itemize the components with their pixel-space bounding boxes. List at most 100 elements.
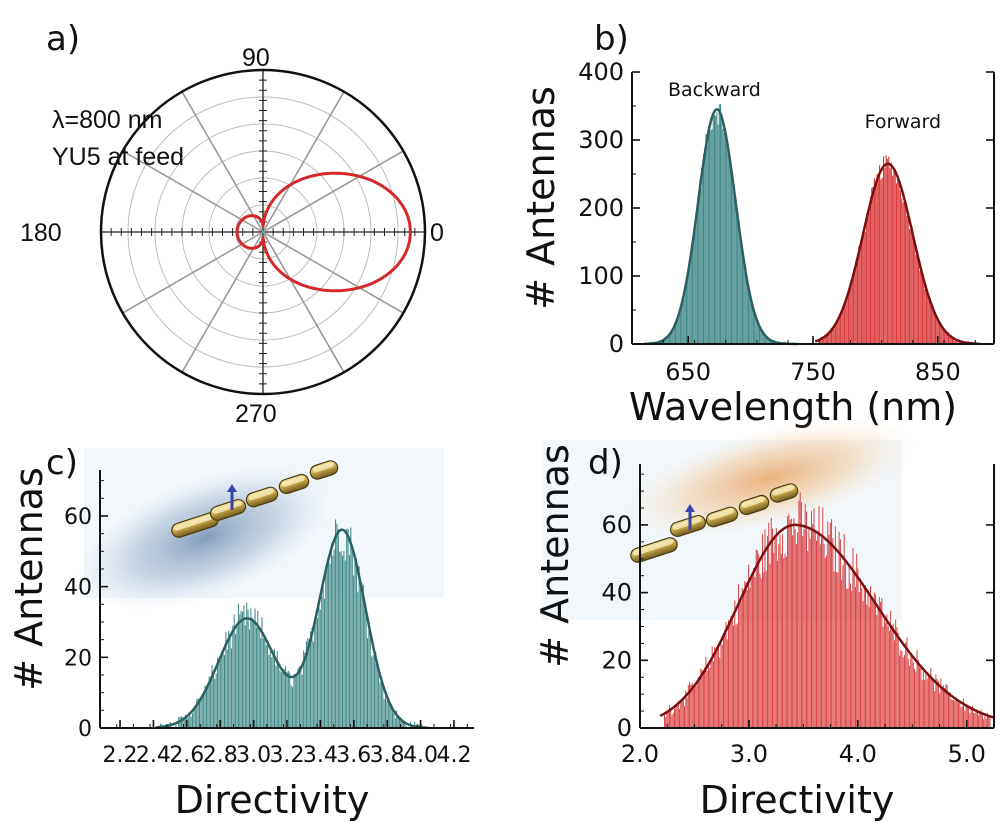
- histogram-bar: [911, 226, 913, 344]
- histogram-bar: [866, 604, 868, 728]
- y-tick-label: 0: [78, 717, 92, 742]
- histogram-bar: [725, 622, 727, 728]
- histogram-bar: [223, 655, 226, 728]
- histogram-bar: [771, 341, 773, 344]
- x-tick-label: 3.4: [303, 743, 338, 768]
- histogram-bar: [373, 651, 375, 728]
- antenna-highlight: [281, 476, 305, 487]
- histogram-bar: [665, 717, 667, 728]
- histogram-bar: [400, 717, 402, 728]
- histogram-bar: [980, 709, 982, 728]
- histogram-bar: [894, 169, 896, 344]
- histogram-bar: [879, 165, 881, 344]
- histogram-bar: [937, 681, 939, 728]
- histogram-bar: [741, 588, 743, 728]
- histogram-bar: [882, 156, 885, 344]
- histogram-bar: [397, 717, 399, 728]
- histogram-bar: [979, 713, 981, 728]
- histogram-bar: [322, 583, 324, 728]
- histogram-bar: [863, 587, 865, 728]
- histogram-bar: [326, 561, 328, 728]
- histogram-bar: [282, 669, 284, 728]
- histogram-bar: [335, 519, 337, 728]
- histogram-bar: [829, 522, 831, 728]
- histogram-bar: [389, 702, 391, 728]
- histogram-bar: [689, 255, 691, 344]
- histogram-bar: [833, 328, 835, 344]
- histogram-bar: [683, 295, 685, 344]
- histogram-bar: [661, 341, 663, 344]
- histogram-bar: [970, 709, 972, 728]
- histogram-bar: [794, 529, 796, 728]
- histogram-bar: [222, 652, 224, 728]
- histogram-bar: [689, 681, 691, 728]
- histogram-bar: [737, 209, 739, 344]
- histogram-bar: [847, 294, 849, 344]
- histogram-bar: [765, 570, 767, 728]
- histogram-bar: [886, 159, 888, 344]
- histogram-bar: [902, 657, 904, 728]
- histogram-bar: [226, 649, 228, 728]
- histogram-bar: [687, 684, 689, 728]
- histogram-bar: [825, 335, 827, 344]
- histogram-bar: [385, 691, 387, 728]
- histogram-bar: [404, 721, 406, 728]
- histogram-bar: [833, 571, 835, 728]
- histogram-bar: [988, 715, 990, 728]
- polar-spoke: [181, 91, 264, 233]
- histogram-bar: [905, 642, 907, 728]
- histogram-bar: [750, 576, 752, 728]
- histogram-bar: [360, 578, 362, 728]
- histogram-bar: [945, 684, 947, 728]
- histogram-bar: [723, 633, 724, 728]
- histogram-bar: [756, 318, 758, 344]
- histogram-bar: [803, 529, 805, 728]
- histogram-bar: [678, 312, 680, 344]
- histogram-bar: [876, 615, 878, 728]
- histogram-bar: [940, 678, 942, 728]
- histogram-bar: [768, 522, 770, 728]
- histogram-bar: [953, 700, 954, 728]
- histogram-bar: [910, 656, 912, 728]
- histogram-bar: [934, 313, 937, 344]
- histogram-bar: [329, 563, 331, 728]
- antenna-array-illustration: [630, 483, 799, 563]
- histogram-bar: [207, 683, 209, 728]
- panel-label-d: d): [588, 443, 623, 483]
- histogram-bar: [761, 330, 763, 344]
- histogram-bar: [332, 555, 334, 728]
- histogram-bar: [760, 578, 762, 728]
- histogram-bar: [765, 337, 767, 344]
- histogram-bar: [229, 633, 231, 728]
- histogram-bar: [246, 602, 248, 728]
- histogram-bar: [682, 297, 684, 344]
- series-label-forward: Forward: [865, 111, 941, 133]
- histogram-bar: [858, 592, 860, 728]
- histogram-bar: [228, 630, 230, 728]
- histogram-bar: [341, 555, 344, 728]
- histogram-bar: [852, 547, 854, 728]
- histogram-bar: [828, 534, 830, 728]
- histogram-bar: [877, 173, 879, 344]
- histogram-bar: [705, 133, 707, 344]
- histogram-bar: [822, 507, 824, 728]
- histogram-bar: [740, 601, 742, 728]
- y-tick-label: 20: [64, 646, 92, 671]
- histogram-bars: [649, 103, 976, 345]
- histogram-bar: [735, 214, 737, 344]
- histogram-bar: [718, 104, 720, 344]
- panel-label-a: a): [46, 19, 80, 59]
- histogram-bar: [754, 312, 756, 344]
- histogram-bar: [797, 532, 799, 728]
- histogram-bar: [856, 553, 858, 728]
- histogram-bar: [745, 582, 747, 728]
- histogram-bar: [684, 706, 686, 728]
- histogram-bar: [820, 336, 822, 344]
- histogram-bar: [262, 638, 264, 728]
- histogram-bar: [731, 615, 733, 728]
- antenna-highlight: [633, 539, 674, 556]
- histogram-bar: [934, 691, 936, 728]
- histogram-bar: [757, 323, 759, 344]
- histogram-bar: [799, 492, 801, 728]
- histogram-bar: [976, 711, 978, 728]
